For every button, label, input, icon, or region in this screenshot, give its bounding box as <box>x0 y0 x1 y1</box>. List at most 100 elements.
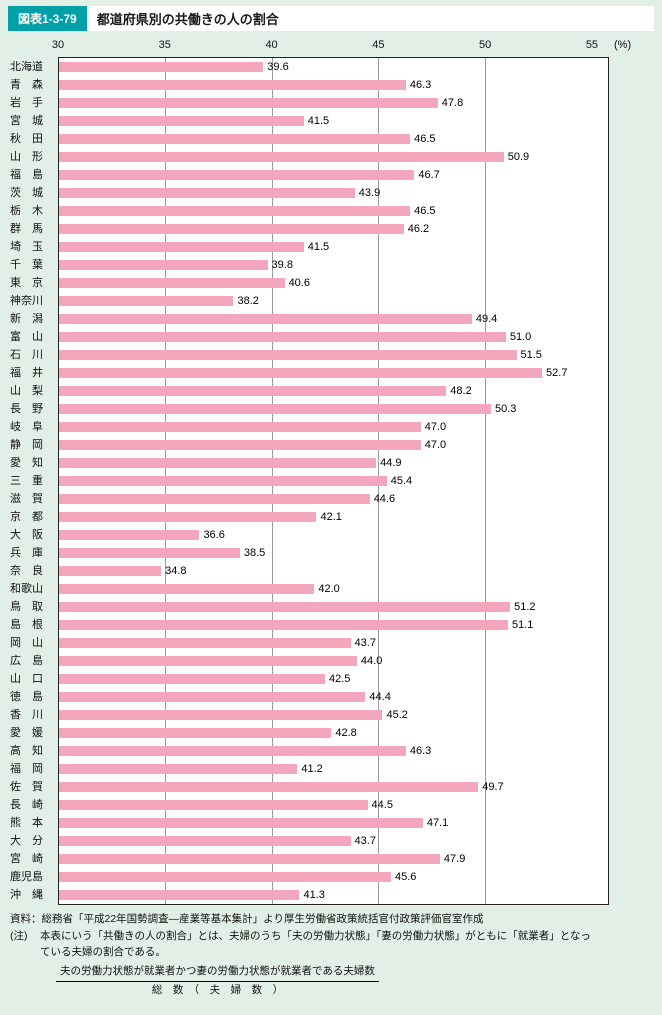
bar-row: 41.3 <box>59 886 608 904</box>
bar-row: 44.6 <box>59 490 608 508</box>
prefecture-label: 京 都 <box>10 511 43 523</box>
bar-value-label: 46.5 <box>414 205 436 217</box>
bar-row: 38.5 <box>59 544 608 562</box>
bar-row: 44.4 <box>59 688 608 706</box>
bar <box>59 764 298 774</box>
bar-row: 41.5 <box>59 238 608 256</box>
gridline <box>484 58 486 904</box>
bar-value-label: 42.8 <box>335 727 357 739</box>
prefecture-label: 福 岡 <box>10 763 43 775</box>
bar-value-label: 52.7 <box>546 367 568 379</box>
bar-value-label: 42.5 <box>329 673 351 685</box>
bar-row: 42.0 <box>59 580 608 598</box>
bar <box>59 584 315 594</box>
bar-value-label: 41.5 <box>307 115 330 127</box>
bar <box>59 476 387 486</box>
prefecture-label: 岐 阜 <box>10 421 43 433</box>
bar <box>59 656 357 666</box>
prefecture-labels-column: 北海道青 森岩 手宮 城秋 田山 形福 島茨 城栃 木群 馬埼 玉千 葉東 京神… <box>8 57 58 905</box>
bar-value-label: 44.6 <box>373 493 396 505</box>
prefecture-label: 広 島 <box>10 655 43 667</box>
bar-value-label: 36.6 <box>203 529 225 541</box>
prefecture-label: 宮 崎 <box>10 853 43 865</box>
bar-row: 52.7 <box>59 364 608 382</box>
prefecture-label: 鹿児島 <box>10 871 43 883</box>
bar-row: 46.2 <box>59 220 608 238</box>
bar-value-label: 49.4 <box>475 313 498 325</box>
bar <box>59 530 200 540</box>
bar-row: 51.5 <box>59 346 608 364</box>
prefecture-label: 岩 手 <box>10 97 43 109</box>
prefecture-label: 福 井 <box>10 367 43 379</box>
bar-value-label: 50.3 <box>494 403 517 415</box>
prefecture-label: 和歌山 <box>10 583 43 595</box>
bar-row: 40.6 <box>59 274 608 292</box>
bar-value-label: 51.2 <box>514 601 536 613</box>
bar <box>59 674 325 684</box>
bar-row: 45.2 <box>59 706 608 724</box>
bar <box>59 404 491 414</box>
bar <box>59 98 438 108</box>
bar-value-label: 49.7 <box>482 781 504 793</box>
formula: 夫の労働力状態が就業者かつ妻の労働力状態が就業者である夫婦数 総 数 （ 夫 婦… <box>56 964 379 999</box>
bar <box>59 296 234 306</box>
bar-value-label: 43.7 <box>354 637 376 649</box>
prefecture-label: 兵 庫 <box>10 547 43 559</box>
figure-footer: 資料：総務省「平成22年国勢調査―産業等基本集計」より厚生労働省政策統括官付政策… <box>10 912 650 999</box>
prefecture-label: 山 口 <box>10 673 43 685</box>
bar-value-label: 43.7 <box>354 835 376 847</box>
bar-row: 48.2 <box>59 382 608 400</box>
bar <box>59 314 472 324</box>
bar <box>59 170 415 180</box>
note-label: (注) <box>10 929 28 942</box>
bar <box>59 782 479 792</box>
bar-value-label: 50.9 <box>507 151 530 163</box>
bar <box>59 638 351 648</box>
x-axis: 30 35 40 45 50 55 (%) <box>52 39 631 56</box>
note-text: 本表にいう「共働きの人の割合」とは、夫婦のうち「夫の労働力状態」「妻の労働力状態… <box>40 929 650 961</box>
x-tick-label: 45 <box>372 39 385 51</box>
x-tick-label: 35 <box>158 39 171 51</box>
prefecture-label: 宮 城 <box>10 115 43 127</box>
bar-value-label: 42.1 <box>320 511 342 523</box>
bar-row: 47.9 <box>59 850 608 868</box>
bar-value-label: 41.2 <box>301 763 323 775</box>
bar <box>59 728 332 738</box>
bar <box>59 422 421 432</box>
prefecture-label: 神奈川 <box>10 295 43 307</box>
bar-row: 50.9 <box>59 148 608 166</box>
prefecture-label: 長 崎 <box>10 799 43 811</box>
bar <box>59 134 411 144</box>
bar-value-label: 45.6 <box>394 871 417 883</box>
prefecture-label: 愛 媛 <box>10 727 43 739</box>
bar-row: 43.7 <box>59 634 608 652</box>
bar-value-label: 47.0 <box>424 421 447 433</box>
bar-value-label: 42.0 <box>318 583 340 595</box>
bar-row: 42.8 <box>59 724 608 742</box>
prefecture-label: 佐 賀 <box>10 781 43 793</box>
bar-value-label: 38.2 <box>237 295 259 307</box>
bar-value-label: 46.3 <box>409 745 432 757</box>
note-line-2: ている夫婦の割合である。 <box>40 945 166 958</box>
bar <box>59 350 517 360</box>
bar <box>59 224 404 234</box>
bar-row: 39.6 <box>59 58 608 76</box>
plot-area: 39.6 46.3 47.8 41.5 46.5 50.9 46.7 43.9 46.5 46.2… <box>58 57 609 905</box>
bar-row: 38.2 <box>59 292 608 310</box>
x-tick-label: 30 <box>51 39 65 51</box>
x-tick-label: 40 <box>265 39 278 51</box>
prefecture-label: 奈 良 <box>10 565 43 577</box>
x-tick-label: 50 <box>479 39 492 51</box>
prefecture-label: 島 根 <box>10 619 43 631</box>
chart-body: 北海道青 森岩 手宮 城秋 田山 形福 島茨 城栃 木群 馬埼 玉千 葉東 京神… <box>8 57 654 905</box>
bar-row: 50.3 <box>59 400 608 418</box>
prefecture-label: 山 形 <box>10 151 43 163</box>
bar <box>59 746 406 756</box>
bar <box>59 566 162 576</box>
bar-row: 41.2 <box>59 760 608 778</box>
bar <box>59 152 504 162</box>
bar <box>59 458 377 468</box>
bar-value-label: 51.0 <box>509 331 532 343</box>
prefecture-label: 群 馬 <box>10 223 43 235</box>
